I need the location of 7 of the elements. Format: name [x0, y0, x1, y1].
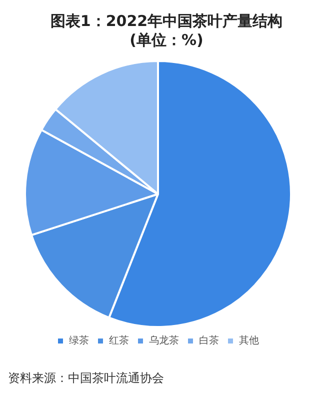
legend-label: 其他	[239, 334, 259, 347]
chart-title: 图表1：2022年中国茶叶产量结构(单位：%)	[49, 11, 284, 51]
legend-label: 绿茶	[69, 334, 89, 347]
legend-label: 白茶	[199, 334, 219, 347]
legend-label: 红茶	[109, 334, 129, 347]
legend-label: 乌龙茶	[149, 334, 179, 347]
text: 资料来源：中国茶叶流通协会	[8, 370, 165, 387]
